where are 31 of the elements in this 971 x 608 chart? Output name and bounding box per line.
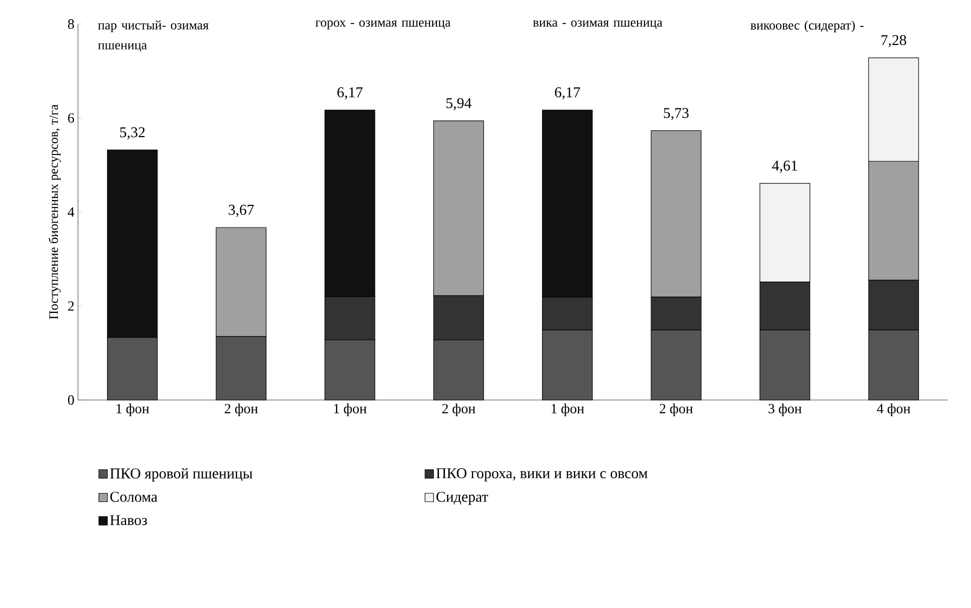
total-label: 5,32 <box>120 127 145 140</box>
legend-label: ПКО яровой пшеницы <box>110 468 252 482</box>
y-tick-label: 2 <box>68 301 74 311</box>
x-tick-label: 1 фон <box>334 404 367 416</box>
x-tick-label: 4 фон <box>876 404 910 416</box>
y-tick-label: 0 <box>68 395 74 405</box>
total-label: 3,67 <box>228 204 254 217</box>
x-tick-label: 2 фон <box>442 404 476 416</box>
legend-label: Навоз <box>110 515 147 526</box>
total-label: 5,94 <box>446 98 472 110</box>
legend-label: ПКО гороха, вики и вики с овсом <box>436 468 648 482</box>
annotation: горох - озимая пшеница <box>316 20 451 30</box>
legend-label: Сидерат <box>436 492 488 505</box>
annotation: пар чистый- озимая пшеница <box>98 20 209 52</box>
x-tick-label: 1 фон <box>552 404 584 416</box>
x-tick-label: 2 фон <box>224 404 258 416</box>
total-label: 4,61 <box>772 160 798 173</box>
total-label: 7,28 <box>882 35 906 48</box>
total-label: 5,73 <box>664 108 689 120</box>
x-tick-label: 1 фон <box>116 404 150 416</box>
y-tick-label: 8 <box>68 19 74 29</box>
y-tick-label: 4 <box>68 207 74 217</box>
total-label: 6,17 <box>337 87 363 100</box>
x-tick-label: 3 фон <box>768 404 802 416</box>
annotation: викоовес (сидерат) - <box>750 20 864 32</box>
x-tick-label: 2 фон <box>660 404 693 416</box>
y-tick-label: 6 <box>68 113 74 123</box>
y-axis-title: Поступление биогенных ресурсов, т/га <box>48 104 61 320</box>
legend-label: Солома <box>110 492 158 502</box>
total-label: 6,17 <box>554 87 580 100</box>
annotation: вика - озимая пшеница <box>533 20 662 30</box>
